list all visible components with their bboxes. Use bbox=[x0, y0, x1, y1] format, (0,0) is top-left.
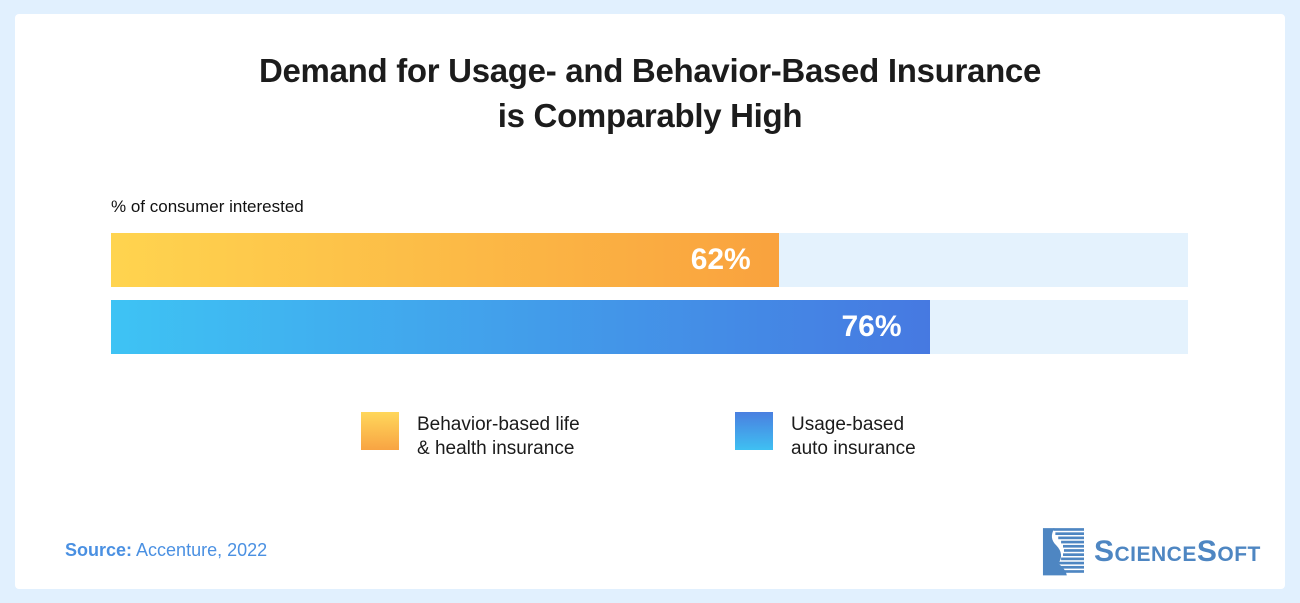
chart-card: Demand for Usage- and Behavior-Based Ins… bbox=[15, 14, 1285, 589]
axis-label: % of consumer interested bbox=[111, 197, 304, 216]
bar-track-usage-based: 76% bbox=[111, 300, 1188, 354]
legend-label-line2: auto insurance bbox=[791, 438, 916, 459]
legend-label-behavior-based: Behavior-based life & health insurance bbox=[417, 412, 580, 461]
source-label: Source: bbox=[65, 540, 133, 560]
chart-title-line1: Demand for Usage- and Behavior-Based Ins… bbox=[258, 52, 1042, 89]
sciencesoft-logo: ScienceSoft bbox=[1042, 527, 1261, 577]
legend-item-behavior-based: Behavior-based life & health insurance bbox=[361, 412, 580, 461]
bar-fill-usage-based: 76% bbox=[111, 300, 930, 354]
legend-label-line1: Behavior-based life bbox=[417, 414, 580, 435]
chart-title: Demand for Usage- and Behavior-Based Ins… bbox=[15, 48, 1285, 138]
legend-label-usage-based: Usage-based auto insurance bbox=[791, 412, 916, 461]
sciencesoft-logo-text: ScienceSoft bbox=[1094, 535, 1261, 568]
sciencesoft-logo-icon bbox=[1042, 528, 1084, 576]
bar-value-behavior-based: 62% bbox=[690, 243, 751, 276]
legend-item-usage-based: Usage-based auto insurance bbox=[735, 412, 916, 461]
bar-track-behavior-based: 62% bbox=[111, 233, 1188, 287]
chart-title-line2: is Comparably High bbox=[497, 97, 803, 134]
source-value: Accenture, 2022 bbox=[132, 540, 268, 560]
bar-value-usage-based: 76% bbox=[841, 310, 902, 343]
legend-swatch-blue bbox=[735, 412, 773, 450]
bar-fill-behavior-based: 62% bbox=[111, 233, 779, 287]
legend-label-line2: & health insurance bbox=[417, 438, 575, 459]
legend-swatch-yellow bbox=[361, 412, 399, 450]
source-line: Source: Accenture, 2022 bbox=[65, 540, 267, 561]
legend-label-line1: Usage-based bbox=[791, 414, 905, 435]
